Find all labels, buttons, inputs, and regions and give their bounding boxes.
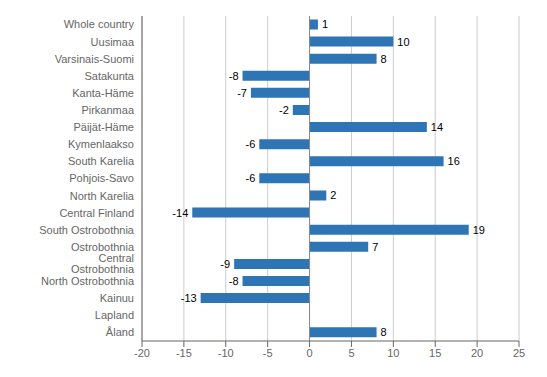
svg-text:5: 5	[348, 347, 354, 359]
svg-text:25: 25	[513, 347, 525, 359]
svg-text:North Ostrobothnia: North Ostrobothnia	[41, 275, 135, 287]
svg-text:North Karelia: North Karelia	[70, 190, 135, 202]
svg-text:-14: -14	[172, 207, 188, 219]
svg-text:South Ostrobothnia: South Ostrobothnia	[39, 224, 135, 236]
svg-text:-15: -15	[176, 347, 192, 359]
svg-text:CentralOstrobothnia: CentralOstrobothnia	[71, 252, 135, 275]
svg-text:2: 2	[330, 189, 336, 201]
svg-text:Ostrobothnia: Ostrobothnia	[71, 241, 135, 253]
svg-text:15: 15	[429, 347, 441, 359]
svg-text:Lapland: Lapland	[95, 309, 134, 321]
svg-text:Åland: Åland	[106, 326, 134, 338]
svg-text:Kymenlaakso: Kymenlaakso	[68, 138, 134, 150]
svg-text:Uusimaa: Uusimaa	[91, 36, 135, 48]
svg-text:Päijät-Häme: Päijät-Häme	[73, 121, 134, 133]
svg-text:-8: -8	[229, 70, 239, 82]
svg-text:10: 10	[387, 347, 399, 359]
svg-text:-20: -20	[134, 347, 150, 359]
svg-text:0: 0	[306, 347, 312, 359]
svg-text:16: 16	[448, 155, 460, 167]
svg-text:-9: -9	[220, 258, 230, 270]
svg-text:-6: -6	[246, 172, 256, 184]
svg-text:-2: -2	[279, 104, 289, 116]
svg-text:20: 20	[471, 347, 483, 359]
svg-text:14: 14	[431, 121, 443, 133]
svg-text:-5: -5	[263, 347, 273, 359]
svg-text:-13: -13	[181, 292, 197, 304]
svg-text:7: 7	[372, 241, 378, 253]
svg-text:Pohjois-Savo: Pohjois-Savo	[69, 172, 134, 184]
svg-text:South Karelia: South Karelia	[68, 155, 135, 167]
svg-text:Varsinais-Suomi: Varsinais-Suomi	[55, 53, 134, 65]
svg-text:1: 1	[322, 18, 328, 30]
svg-text:-6: -6	[246, 138, 256, 150]
svg-text:8: 8	[381, 53, 387, 65]
svg-text:-7: -7	[237, 87, 247, 99]
svg-text:8: 8	[381, 326, 387, 338]
svg-text:19: 19	[473, 224, 485, 236]
svg-text:Whole country: Whole country	[64, 18, 135, 30]
svg-text:10: 10	[397, 36, 409, 48]
svg-text:Satakunta: Satakunta	[84, 70, 134, 82]
svg-text:Kanta-Häme: Kanta-Häme	[72, 87, 134, 99]
svg-text:-10: -10	[218, 347, 234, 359]
svg-text:Central Finland: Central Finland	[59, 207, 134, 219]
svg-text:-8: -8	[229, 275, 239, 287]
svg-text:Kainuu: Kainuu	[100, 292, 134, 304]
svg-text:Pirkanmaa: Pirkanmaa	[81, 104, 134, 116]
